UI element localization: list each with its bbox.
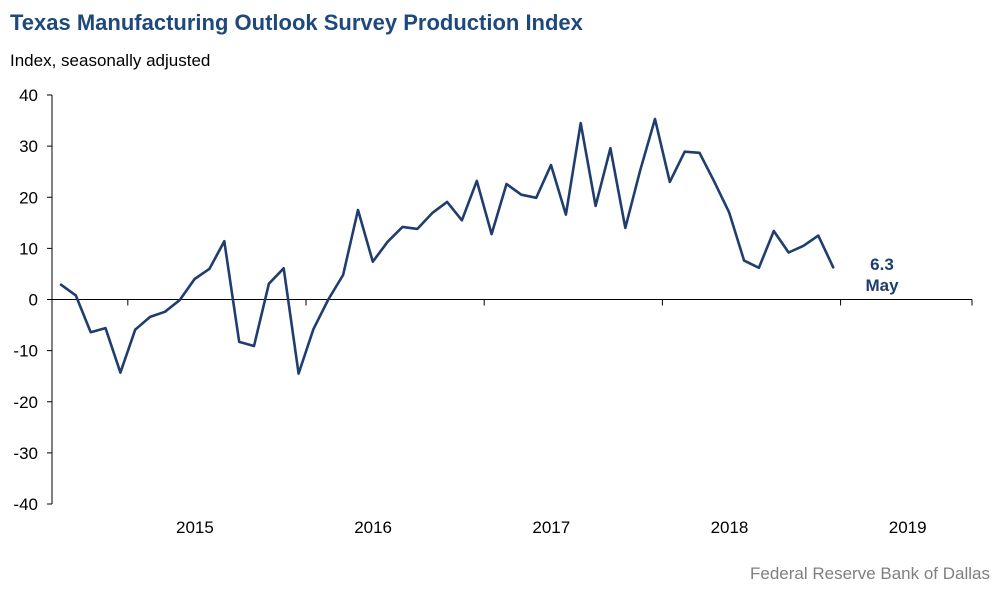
annotation-period: May [865,276,899,295]
x-tick-label: 2015 [176,518,214,537]
annotation-value: 6.3 [870,255,894,274]
y-tick-label: -20 [13,393,38,412]
y-tick-label: 40 [19,86,38,105]
series-group [59,117,835,375]
chart-title: Texas Manufacturing Outlook Survey Produ… [10,10,583,35]
x-tick-label: 2018 [711,518,749,537]
y-tick-label: 0 [29,291,38,310]
y-tick-label: -10 [13,342,38,361]
x-tick-label: 2019 [889,518,927,537]
series-line [59,117,835,375]
y-tick-label: -40 [13,495,38,514]
source-note: Federal Reserve Bank of Dallas [749,564,990,583]
x-tick-label: 2017 [532,518,570,537]
y-tick-label: 20 [19,188,38,207]
y-tick-label: 30 [19,137,38,156]
y-tick-label: -30 [13,444,38,463]
chart-subtitle: Index, seasonally adjusted [10,51,211,70]
x-axis: 2015 2016 2017 2018 2019 [52,299,973,537]
y-tick-label: 10 [19,239,38,258]
x-tick-label: 2016 [354,518,392,537]
annotation-group: 6.3 May [865,255,899,295]
y-axis: 40 30 20 10 0 -10 -20 -30 -40 [13,86,53,514]
